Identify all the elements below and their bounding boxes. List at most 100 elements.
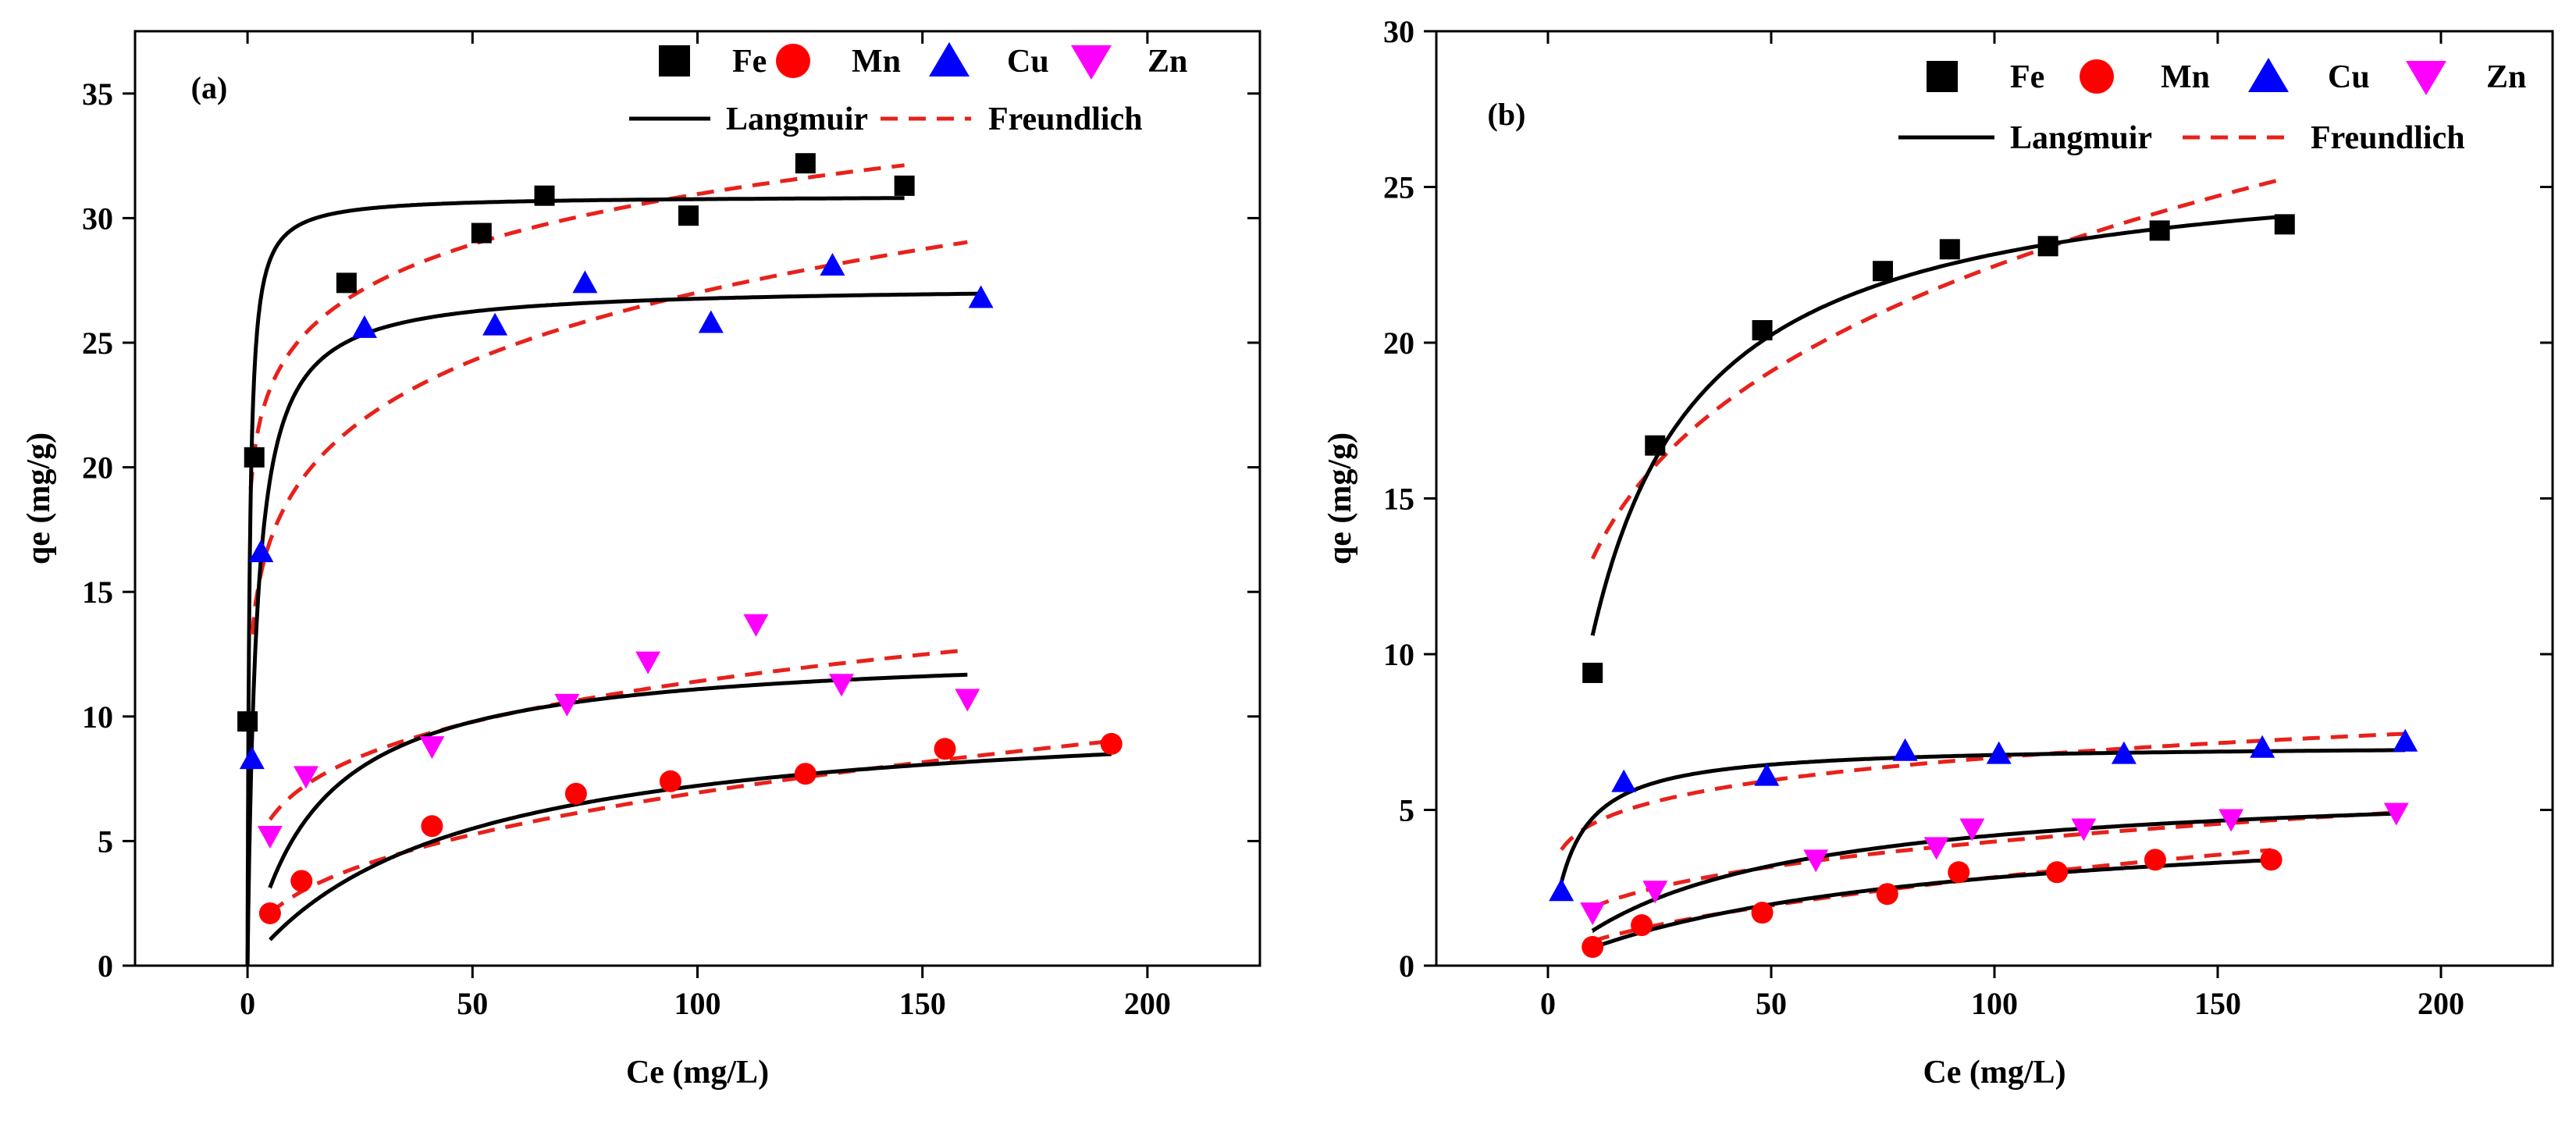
legend-label-freundlich: Freundlich (988, 101, 1143, 137)
data-point-cu (1892, 738, 1918, 761)
y-axis-label: qe (mg/g) (1322, 432, 1358, 564)
data-point-fe (534, 185, 555, 206)
data-point-zn (743, 614, 769, 637)
data-point-fe (336, 272, 357, 294)
x-tick-label: 150 (2194, 986, 2241, 1021)
legend: Fe Mn Cu Zn Langmuir Freundlich (1898, 58, 2526, 156)
x-tick-label: 0 (1540, 986, 1556, 1021)
langmuir-fit-zn (1591, 811, 2396, 933)
series-fe (1590, 176, 2286, 636)
data-point-mn (564, 782, 587, 805)
y-tick-label: 0 (1399, 948, 1414, 984)
freundlich-fit-zn (1592, 810, 2396, 909)
data-point-fe (2037, 236, 2058, 257)
series-cu (1559, 731, 2406, 884)
data-point-zn (1923, 837, 1949, 860)
y-tick-label: 30 (82, 201, 113, 236)
data-point-mn (659, 770, 681, 792)
legend-label-fe: Fe (732, 44, 767, 80)
data-point-mn (1631, 914, 1653, 937)
legend-label-mn: Mn (2161, 59, 2210, 95)
data-point-cu (820, 253, 845, 276)
legend-marker-mn (2080, 59, 2114, 94)
data-point-zn (1642, 881, 1668, 904)
legend-label-zn: Zn (1147, 44, 1187, 80)
langmuir-fit-fe (245, 196, 905, 966)
y-tick-label: 35 (82, 77, 113, 112)
data-point-fe (678, 205, 699, 226)
data-point-mn (1100, 732, 1123, 755)
freundlich-fit-cu (250, 240, 968, 635)
panel-b: 0 50 100 150 200 0 5 10 15 20 25 30 Ce (mg/L) qe (mg/… (1322, 14, 2554, 1091)
legend-marker-mn (776, 44, 810, 78)
langmuir-fit-mn (1591, 858, 2272, 950)
data-point-cu (968, 285, 994, 308)
legend-label-zn: Zn (2486, 59, 2526, 95)
data-point-fe (244, 447, 265, 468)
panel-label: (b) (1488, 97, 1526, 132)
y-tick-label: 10 (82, 699, 113, 735)
data-point-zn (554, 693, 580, 717)
legend-marker-zn (1071, 45, 1112, 80)
y-tick-label: 10 (1383, 637, 1414, 672)
x-tick-label: 100 (674, 986, 721, 1021)
y-tick-label: 30 (1383, 14, 1414, 49)
data-point-zn (828, 674, 854, 697)
data-point-mn (2144, 849, 2166, 871)
points-fe (237, 153, 915, 732)
series-zn (1591, 810, 2396, 933)
data-point-fe (2149, 220, 2170, 241)
data-point-zn (1580, 902, 1606, 926)
legend-label-cu: Cu (2328, 59, 2370, 95)
x-tick-label: 0 (240, 986, 255, 1021)
x-tick-label: 100 (1971, 986, 2018, 1021)
data-point-mn (1582, 936, 1604, 959)
points-zn (257, 614, 980, 849)
points-mn (1582, 849, 2282, 959)
points-mn (258, 732, 1123, 924)
data-point-fe (471, 222, 492, 244)
freundlich-fit-fe (248, 163, 905, 489)
data-point-mn (421, 815, 443, 838)
data-point-cu (1549, 878, 1574, 902)
points-cu (1549, 728, 2418, 902)
freundlich-fit-cu (1560, 731, 2406, 852)
y-tick-label: 15 (82, 575, 113, 610)
data-point-cu (248, 539, 274, 563)
legend-marker-cu (2248, 58, 2289, 92)
y-tick-label: 25 (82, 326, 113, 361)
data-point-fe (1873, 261, 1893, 282)
series-zn (268, 648, 968, 889)
plot-frame (1435, 30, 2554, 967)
y-tick-label: 5 (1399, 793, 1414, 828)
series-fe (245, 163, 905, 966)
legend-label-fe: Fe (2010, 59, 2044, 95)
freundlich-fit-zn (268, 648, 968, 821)
data-point-zn (1959, 818, 1985, 842)
freundlich-fit-mn (269, 738, 1112, 916)
data-point-fe (2274, 214, 2295, 235)
panel-label: (a) (191, 70, 228, 105)
data-point-zn (2218, 809, 2244, 832)
data-point-mn (1876, 883, 1898, 906)
series-mn (269, 738, 1112, 941)
data-point-cu (1611, 769, 1637, 792)
legend: Fe Mn Cu Zn Langmuir Freundlich (629, 42, 1187, 137)
data-point-zn (955, 689, 980, 712)
legend-label-langmuir: Langmuir (726, 101, 868, 137)
data-point-cu (2393, 728, 2418, 752)
data-point-zn (257, 826, 283, 849)
data-point-mn (794, 763, 817, 785)
x-tick-label: 150 (899, 986, 946, 1021)
y-tick-label: 0 (98, 948, 113, 984)
legend-label-freundlich: Freundlich (2311, 120, 2465, 156)
legend-marker-fe (1927, 61, 1958, 92)
data-point-cu (572, 270, 598, 294)
y-tick-label: 15 (1383, 482, 1414, 517)
data-point-cu (351, 315, 377, 338)
data-point-fe (1939, 239, 1960, 260)
points-cu (239, 253, 994, 770)
x-tick-label: 200 (2418, 986, 2464, 1021)
langmuir-fit-mn (269, 752, 1112, 941)
langmuir-fit-cu (245, 291, 981, 966)
